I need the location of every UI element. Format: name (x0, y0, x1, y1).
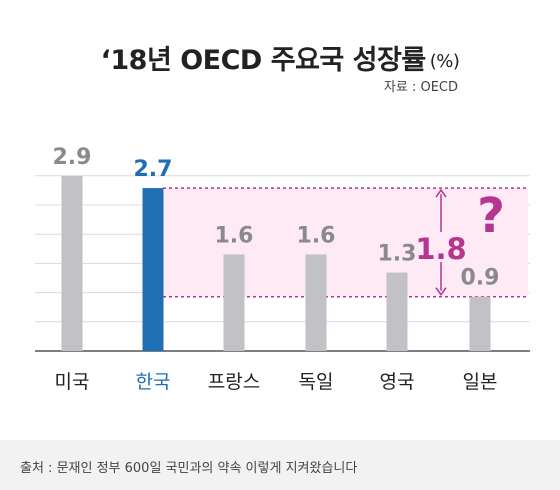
category-labels: 미국 한국 프랑스 독일 영국 일본 (55, 371, 498, 393)
category-label: 미국 (55, 371, 90, 393)
value-label: 2.7 (134, 157, 173, 182)
category-label: 프랑스 (208, 371, 260, 393)
question-mark-icon: ? (477, 188, 505, 244)
category-label: 일본 (463, 371, 498, 393)
bars (61, 176, 491, 351)
bar-미국 (61, 176, 83, 351)
category-label: 영국 (380, 371, 415, 393)
bar-프랑스 (223, 254, 245, 351)
value-labels: 2.9 2.7 1.6 1.6 1.3 0.9 (53, 145, 500, 291)
chart-title-text: ‘18년 OECD 주요국 성장률 (100, 45, 427, 76)
chart-title: ‘18년 OECD 주요국 성장률 (%) (0, 38, 560, 77)
bar-독일 (305, 254, 327, 351)
value-label: 1.6 (215, 223, 254, 248)
chart-unit: (%) (429, 51, 460, 72)
category-label: 독일 (299, 371, 334, 393)
value-label: 1.6 (297, 223, 336, 248)
gap-annotation: 1.8? (415, 188, 505, 296)
bar-영국 (386, 272, 408, 351)
footer-source-text: 출처 : 문재인 정부 600일 국민과의 약속 이렇게 지켜왔습니다 (20, 461, 358, 476)
value-label: 2.9 (53, 145, 92, 170)
category-label: 한국 (136, 371, 171, 393)
gap-value-backdrop (417, 232, 465, 262)
bar-chart: 2.9 2.7 1.6 1.6 1.3 0.9 미국 한국 프랑스 독일 영국 일본 1.8? (35, 145, 530, 393)
footer: 출처 : 문재인 정부 600일 국민과의 약속 이렇게 지켜왔습니다 (0, 440, 560, 490)
bar-일본 (469, 296, 491, 351)
value-label: 1.3 (378, 242, 417, 267)
gap-value: 1.8 (415, 232, 466, 266)
bar-한국 (142, 188, 164, 351)
arrow-down-icon (435, 287, 447, 296)
value-label: 0.9 (461, 266, 500, 291)
arrow-up-icon (435, 188, 447, 198)
data-source-label: 자료 : OECD (383, 80, 458, 95)
